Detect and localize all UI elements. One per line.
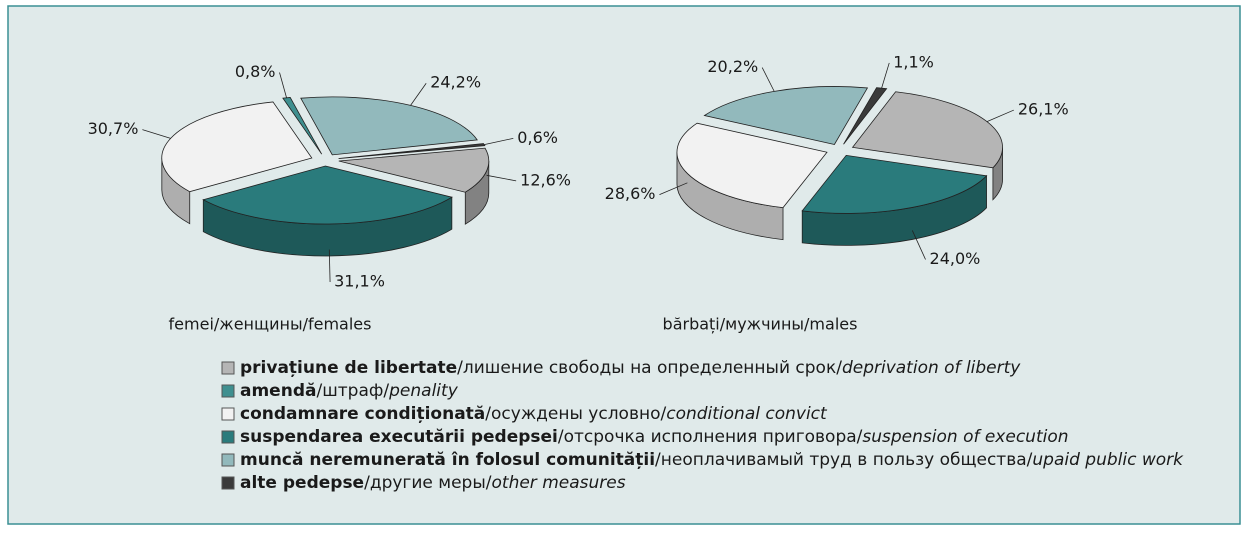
legend-ru: /осуждены условно/ <box>485 404 666 424</box>
legend-swatch <box>221 384 235 398</box>
legend-entry: amendă/штраф/penality <box>240 381 459 401</box>
slice <box>676 122 828 209</box>
slice <box>851 91 1003 169</box>
legend-en: other measures <box>492 473 626 493</box>
legend-ro: condamnare condiționată <box>240 404 485 424</box>
data-label: 20,2% <box>707 57 758 76</box>
leader-line <box>761 67 775 92</box>
leader-line <box>911 230 926 260</box>
slice <box>161 101 313 193</box>
legend-entry: alte pedepse/другие меры/other measures <box>240 473 626 493</box>
legend-ru: /лишение свободы на определенный срок/ <box>457 358 842 378</box>
legend-entry: condamnare condiționată/осуждены условно… <box>240 404 828 424</box>
legend-ru: /штраф/ <box>316 381 389 401</box>
slice <box>338 147 490 193</box>
legend-ru: /другие меры/ <box>364 473 492 493</box>
data-label: 0,6% <box>517 128 558 147</box>
data-label: 24,2% <box>430 73 481 92</box>
data-label: 26,1% <box>1018 100 1069 119</box>
legend-swatch <box>221 453 235 467</box>
legend-ru: /отсрочка исполнения приговора/ <box>558 427 863 447</box>
leader-line <box>279 72 287 98</box>
legend-en: penality <box>388 381 459 401</box>
leader-line <box>986 109 1015 122</box>
data-label: 28,6% <box>605 184 656 203</box>
data-label: 0,8% <box>235 62 276 81</box>
legend-ro: privațiune de libertate <box>240 358 457 378</box>
data-label: 12,6% <box>520 170 571 189</box>
legend-entry: suspendarea executării pedepsei/отсрочка… <box>240 427 1069 447</box>
leader-line <box>486 174 517 182</box>
leader-line <box>410 82 427 106</box>
legend-ro: amendă <box>240 381 316 401</box>
slice <box>703 86 869 145</box>
legend-en: upaid public work <box>1032 450 1184 470</box>
legend-en: suspension of execution <box>862 427 1068 447</box>
legend-ro: suspendarea executării pedepsei <box>240 427 558 447</box>
data-label: 24,0% <box>930 249 981 268</box>
leader-line <box>328 249 331 282</box>
legend-swatch <box>221 361 235 375</box>
slice <box>801 154 988 214</box>
slice <box>282 97 323 155</box>
panel <box>7 5 1241 525</box>
legend-en: conditional convict <box>666 404 828 424</box>
pie-title: bărbați/мужчины/males <box>663 315 858 334</box>
leader-line <box>881 62 890 89</box>
legend-en: deprivation of liberty <box>842 358 1021 378</box>
legend-entry: privațiune de libertate/лишение свободы … <box>240 358 1021 378</box>
legend-swatch <box>221 407 235 421</box>
legend-ru: /неоплачивамый труд в пользу общества/ <box>655 450 1033 470</box>
data-label: 30,7% <box>88 119 139 138</box>
legend-swatch <box>221 476 235 490</box>
leader-line <box>484 137 514 145</box>
legend-ro: alte pedepse <box>240 473 364 493</box>
legend: privațiune de libertate/лишение свободы … <box>221 358 1184 493</box>
legend-swatch <box>221 430 235 444</box>
pie-title: femei/женщины/females <box>169 315 372 334</box>
data-label: 31,1% <box>334 271 385 290</box>
legend-entry: muncă neremunerată în folosul comunități… <box>240 450 1184 470</box>
leader-line <box>142 129 171 139</box>
slice <box>202 165 453 225</box>
data-label: 1,1% <box>893 52 934 71</box>
slice <box>300 96 478 156</box>
legend-ro: muncă neremunerată în folosul comunități… <box>240 450 655 470</box>
leader-line <box>659 182 688 196</box>
